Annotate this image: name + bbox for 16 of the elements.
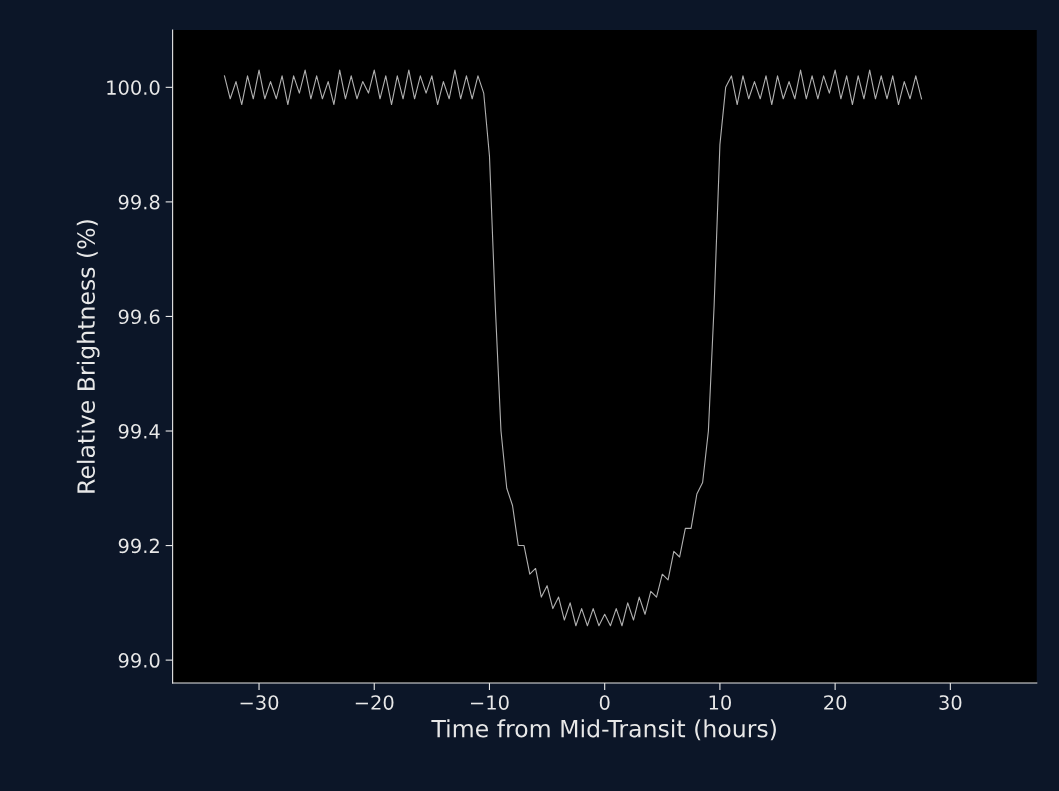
y-tick-label: 99.2 [118, 538, 159, 554]
x-tick-label: −10 [471, 695, 509, 710]
x-tick-label: 20 [824, 695, 847, 710]
y-tick-label: 99.8 [118, 194, 160, 210]
x-axis-title: Time from Mid-Transit (hours) [431, 719, 776, 741]
y-tick-label: 100.0 [107, 80, 160, 95]
x-tick-label: 0 [599, 695, 610, 710]
y-tick-label: 99.6 [118, 309, 160, 325]
y-tick-label: 99.4 [118, 423, 160, 439]
y-axis-title: Relative Brightness (%) [76, 220, 100, 493]
x-tick-label: −30 [240, 695, 279, 710]
x-tick-label: 10 [709, 695, 731, 710]
line-series [223, 69, 923, 627]
x-tick-label: −20 [355, 695, 394, 710]
y-tick-label: 99.0 [118, 653, 160, 668]
x-tick-label: 30 [939, 695, 962, 710]
